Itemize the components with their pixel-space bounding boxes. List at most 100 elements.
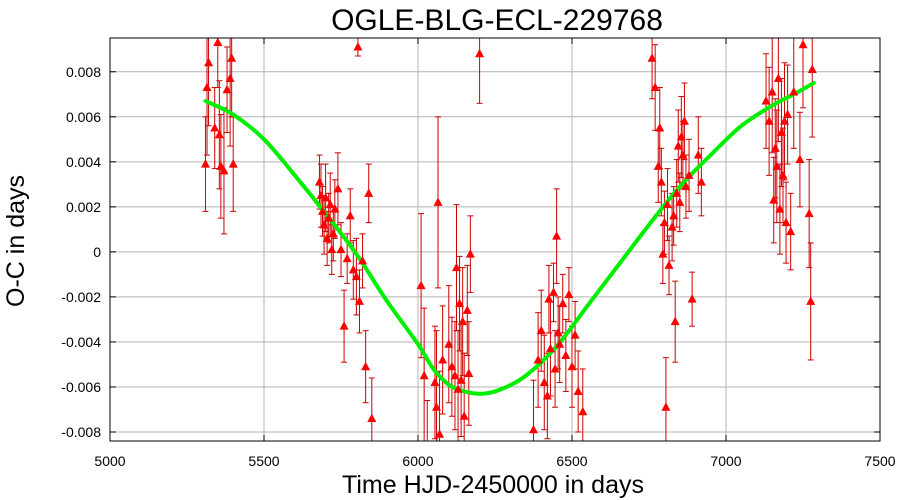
data-point <box>676 132 686 141</box>
data-point <box>450 370 460 380</box>
y-tick-label: 0.008 <box>66 64 101 80</box>
data-point <box>555 339 565 348</box>
data-point <box>672 188 682 197</box>
data-point <box>550 363 560 373</box>
data-point <box>798 39 808 49</box>
data-point <box>458 316 468 326</box>
data-point <box>544 294 554 303</box>
data-point <box>465 249 475 258</box>
data-point <box>659 217 669 227</box>
data-point <box>558 298 568 308</box>
data-point <box>214 129 224 139</box>
data-point <box>678 150 688 159</box>
data-point <box>789 87 799 96</box>
data-point <box>353 42 363 51</box>
data-point <box>653 161 663 170</box>
data-point <box>781 217 791 227</box>
x-tick-label: 5000 <box>94 453 125 469</box>
data-point <box>416 280 426 290</box>
data-point <box>536 325 546 335</box>
data-point <box>444 339 454 348</box>
data-point <box>351 271 361 281</box>
data-point <box>786 226 796 236</box>
data-point <box>696 177 706 186</box>
data-point <box>314 177 324 186</box>
data-point <box>219 165 229 175</box>
data-point <box>459 411 469 420</box>
data-point <box>795 154 805 164</box>
data-point <box>367 413 377 422</box>
data-point <box>228 159 238 168</box>
data-point <box>354 296 364 305</box>
y-tick-label: -0.002 <box>61 289 101 305</box>
data-point <box>684 170 694 179</box>
data-point <box>570 330 580 339</box>
data-point <box>533 354 543 364</box>
x-tick-label: 7000 <box>710 453 741 469</box>
data-point <box>539 377 549 386</box>
data-point <box>578 406 588 416</box>
data-point <box>776 127 786 137</box>
data-point <box>435 429 445 438</box>
data-point <box>330 204 340 213</box>
y-tick-label: 0.002 <box>66 199 101 215</box>
y-tick-label: 0 <box>93 244 101 260</box>
data-point <box>650 82 660 92</box>
data-point <box>687 294 697 303</box>
plot-frame <box>109 37 881 442</box>
data-point <box>475 48 485 58</box>
data-point <box>767 87 777 96</box>
data-point <box>462 305 472 314</box>
data-point <box>778 170 788 179</box>
data-point <box>764 116 774 125</box>
y-tick-label: 0.006 <box>66 109 101 125</box>
data-point <box>227 53 237 62</box>
data-point <box>324 213 334 222</box>
data-point <box>770 143 780 152</box>
data-point <box>529 424 538 434</box>
data-point <box>336 244 346 254</box>
data-point <box>464 368 474 377</box>
x-tick-label: 6500 <box>556 453 587 469</box>
x-tick-label: 5500 <box>248 453 279 469</box>
data-point <box>222 84 232 94</box>
data-point <box>661 402 671 411</box>
data-point <box>328 228 338 238</box>
data-point <box>679 116 689 125</box>
data-points <box>200 37 817 438</box>
data-point <box>564 289 574 299</box>
data-point <box>561 350 571 359</box>
data-point <box>213 37 223 47</box>
data-point <box>447 361 457 371</box>
data-point <box>567 361 577 371</box>
data-point <box>662 199 672 209</box>
data-point <box>322 233 332 242</box>
data-point <box>670 316 680 326</box>
data-point <box>333 183 343 193</box>
data-point <box>339 321 349 330</box>
x-tick-label: 7500 <box>864 453 895 469</box>
data-point <box>433 197 443 206</box>
data-point <box>456 375 466 384</box>
data-point <box>542 390 552 400</box>
data-point <box>327 244 337 254</box>
data-point <box>419 370 429 380</box>
x-axis-label: Time HJD-2450000 in days <box>342 471 644 499</box>
data-point <box>204 57 214 67</box>
data-point <box>775 204 785 213</box>
data-point <box>783 109 793 119</box>
data-point <box>364 188 374 197</box>
data-point <box>658 249 668 258</box>
data-point <box>807 64 817 74</box>
data-point <box>430 377 440 386</box>
data-point <box>673 141 683 150</box>
y-tick-label: -0.004 <box>61 334 101 350</box>
data-point <box>318 206 328 215</box>
data-point <box>772 161 782 170</box>
data-point <box>573 386 583 395</box>
data-point <box>664 260 674 269</box>
data-point <box>358 255 368 265</box>
data-point <box>316 190 326 200</box>
